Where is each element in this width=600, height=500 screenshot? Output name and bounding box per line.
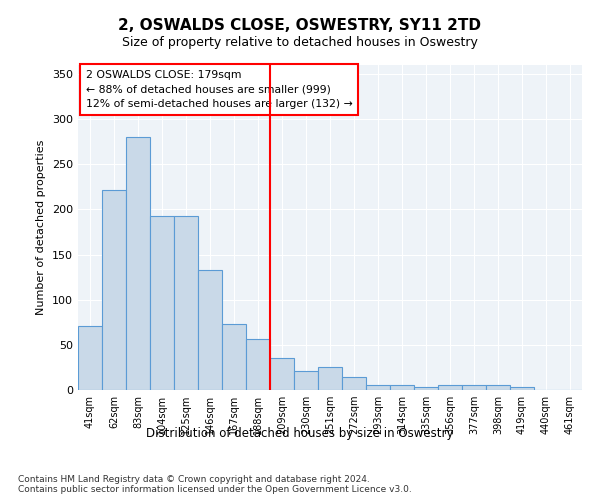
Bar (510, 388, 534, 390)
Bar (174, 216, 198, 390)
Bar (438, 386, 462, 390)
Text: 2 OSWALDS CLOSE: 179sqm
← 88% of detached houses are smaller (999)
12% of semi-d: 2 OSWALDS CLOSE: 179sqm ← 88% of detache… (86, 70, 352, 110)
Bar (246, 338, 270, 390)
Bar (78, 326, 102, 390)
Bar (414, 388, 438, 390)
Bar (318, 368, 342, 390)
Bar (126, 137, 150, 390)
Text: Distribution of detached houses by size in Oswestry: Distribution of detached houses by size … (146, 428, 454, 440)
Bar (342, 378, 366, 390)
Text: 2, OSWALDS CLOSE, OSWESTRY, SY11 2TD: 2, OSWALDS CLOSE, OSWESTRY, SY11 2TD (119, 18, 482, 32)
Bar (486, 384, 510, 390)
Bar (150, 216, 174, 390)
Bar (390, 384, 414, 390)
Bar (366, 384, 390, 390)
Bar (198, 270, 222, 390)
Text: Contains HM Land Registry data © Crown copyright and database right 2024.
Contai: Contains HM Land Registry data © Crown c… (18, 475, 412, 494)
Bar (294, 371, 318, 390)
Bar (270, 358, 294, 390)
Bar (462, 386, 486, 390)
Bar (102, 190, 126, 390)
Bar (222, 324, 246, 390)
Text: Size of property relative to detached houses in Oswestry: Size of property relative to detached ho… (122, 36, 478, 49)
Y-axis label: Number of detached properties: Number of detached properties (37, 140, 46, 315)
